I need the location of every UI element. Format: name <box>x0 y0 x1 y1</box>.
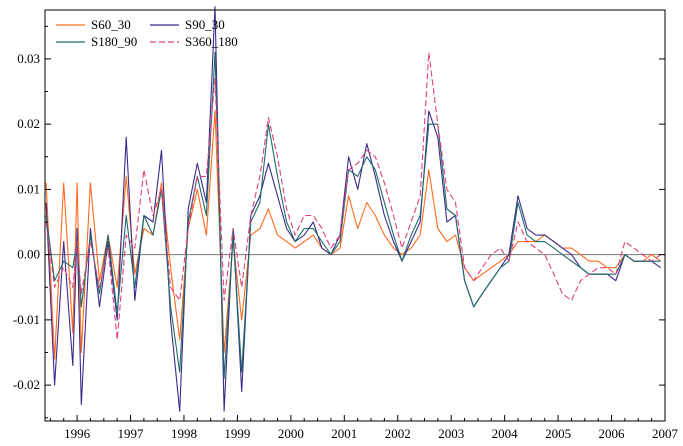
x-tick-label: 2007 <box>652 426 679 441</box>
y-tick-label: 0.03 <box>17 51 40 66</box>
legend-label: S90_30 <box>185 17 225 32</box>
x-tick-label: 2001 <box>331 426 357 441</box>
series-line-s180-90 <box>45 51 661 380</box>
y-tick-label: -0.01 <box>13 312 40 327</box>
plot-frame <box>44 9 666 422</box>
y-tick-label: 0.02 <box>17 116 40 131</box>
x-tick-label: 1996 <box>64 426 91 441</box>
x-tick-label: 2003 <box>438 426 464 441</box>
x-tick-label: 2006 <box>599 426 626 441</box>
x-tick-label: 1997 <box>118 426 145 441</box>
legend: S60_30 S90_30 S180_90 S360_180 <box>56 17 238 49</box>
legend-label: S360_180 <box>185 34 238 49</box>
series-line-s60-30 <box>45 110 662 360</box>
x-tick-label: 1998 <box>171 426 197 441</box>
x-tick-label: 2002 <box>385 426 411 441</box>
y-tick-label: 0.01 <box>17 181 40 196</box>
x-tick-label: 1999 <box>224 426 250 441</box>
x-tick-label: 2000 <box>278 426 304 441</box>
legend-label: S180_90 <box>91 34 137 49</box>
x-tick-label: 2005 <box>545 426 571 441</box>
legend-label: S60_30 <box>91 17 131 32</box>
series-line-s360-180 <box>45 51 662 341</box>
y-tick-label: -0.02 <box>13 377 40 392</box>
x-tick-label: 2004 <box>492 426 519 441</box>
y-tick-label: 0.00 <box>17 247 40 262</box>
series-line-s90-30 <box>45 6 662 412</box>
